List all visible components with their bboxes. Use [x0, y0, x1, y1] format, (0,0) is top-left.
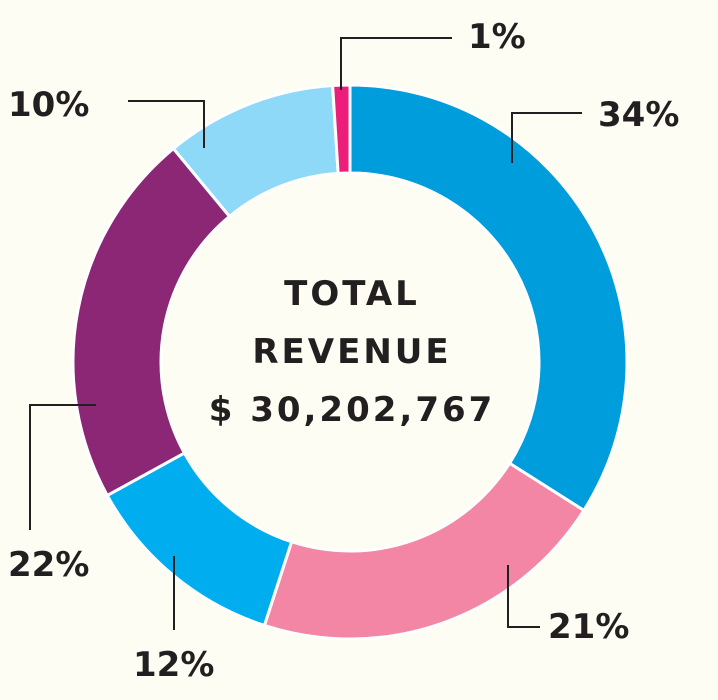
center-title-line1: TOTAL: [284, 274, 420, 314]
leader-lines-group: [29, 37, 582, 630]
center-title-line2: REVENUE: [252, 332, 451, 372]
slice-label-22-percent: 22%: [8, 545, 89, 585]
donut-slice-21-percent: [262, 461, 586, 641]
donut-slice-34-percent: [348, 83, 629, 513]
slices-group: [71, 83, 629, 641]
slice-label-12-percent: 12%: [133, 645, 214, 685]
leader-line-34-percent: [511, 112, 582, 163]
leader-line-22-percent: [29, 404, 96, 530]
leader-line-10-percent: [128, 100, 205, 148]
center-total-value: $ 30,202,767: [209, 390, 496, 430]
slice-label-10-percent: 10%: [8, 85, 89, 125]
donut-slice-22-percent: [71, 146, 232, 498]
leader-line-1-percent: [340, 37, 452, 90]
slice-label-34-percent: 34%: [598, 95, 679, 135]
slice-label-1-percent: 1%: [468, 17, 526, 57]
leader-line-21-percent: [507, 565, 540, 628]
slice-labels-group: 34% 21% 12% 22% 10% 1%: [8, 17, 679, 685]
slice-label-21-percent: 21%: [548, 607, 629, 647]
donut-slice-1-percent: [331, 83, 352, 175]
